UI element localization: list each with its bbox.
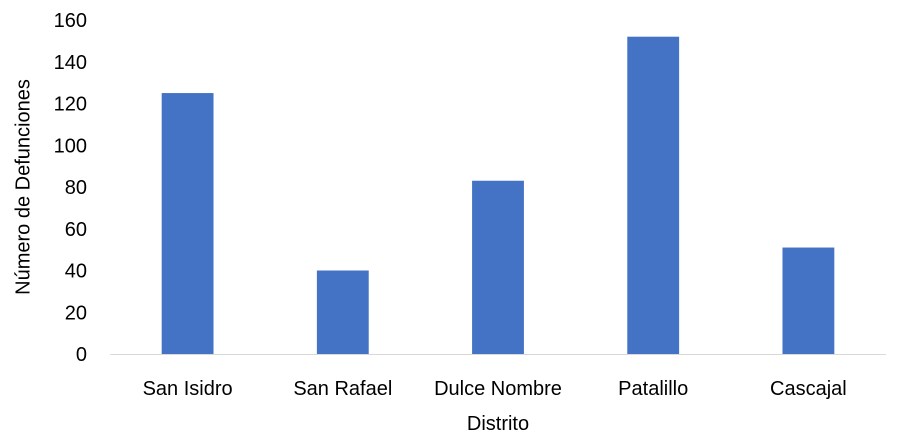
bar: [627, 36, 680, 354]
y-tick-label: 120: [54, 94, 87, 116]
x-tick-label: San Rafael: [293, 378, 392, 400]
y-tick-label: 100: [54, 135, 87, 157]
bar: [161, 93, 214, 354]
y-axis-title: Número de Defunciones: [12, 79, 34, 295]
bars: [161, 36, 835, 354]
x-tick-label: Dulce Nombre: [434, 378, 562, 400]
x-axis-ticks: San Isidro San Rafael Dulce Nombre Patalill…: [143, 378, 847, 400]
y-tick-label: 20: [65, 302, 87, 324]
x-tick-label: Cascajal: [770, 378, 847, 400]
y-tick-label: 160: [54, 10, 87, 32]
y-tick-label: 140: [54, 52, 87, 74]
bar: [782, 247, 835, 354]
bar: [316, 270, 369, 354]
y-tick-label: 60: [65, 219, 87, 241]
bar: [472, 180, 524, 354]
y-tick-label: 40: [65, 261, 87, 283]
y-tick-label: 0: [76, 344, 87, 366]
x-tick-label: Patalillo: [618, 378, 688, 400]
y-axis-ticks: 0 20 40 60 80 100 120 140 160: [54, 10, 87, 366]
y-tick-label: 80: [65, 177, 87, 199]
x-axis-title: Distrito: [467, 413, 529, 435]
x-tick-label: San Isidro: [143, 378, 233, 400]
